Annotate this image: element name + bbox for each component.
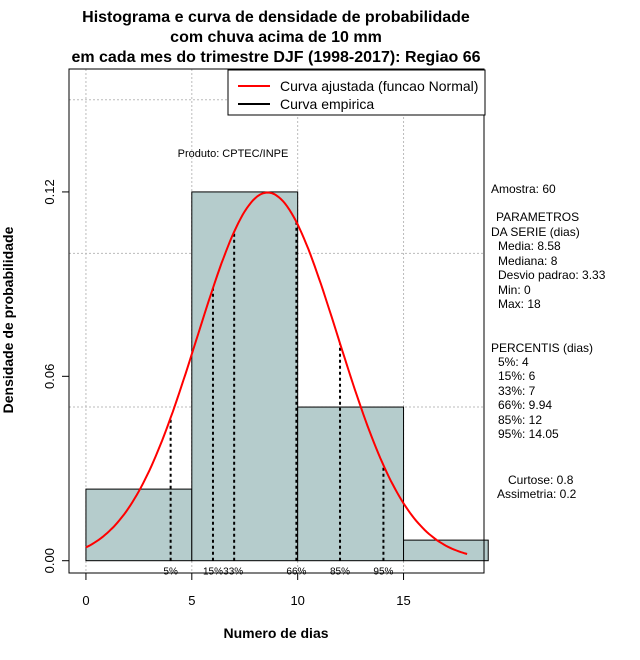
x-tick-label: 0 (82, 593, 89, 608)
stat-max: Max: 18 (498, 297, 541, 311)
normal-curve (85, 191, 468, 555)
histogram-bar (191, 191, 299, 562)
legend: Curva ajustada (funcao Normal) Curva emp… (227, 69, 486, 116)
x-tick-label: 5 (188, 593, 195, 608)
stat-amostra: Amostra: 60 (491, 182, 556, 196)
percentile-lines (169, 221, 385, 561)
stat-p33: 33%: 7 (498, 384, 536, 398)
y-tick-label: 0.06 (42, 364, 57, 389)
stat-assimetria: Assimetria: 0.2 (497, 487, 577, 501)
x-axis-title: Numero de dias (223, 625, 328, 641)
x-axis: 0 5 10 15 (82, 572, 411, 608)
x-tick-label: 10 (290, 593, 304, 608)
stat-p95: 95%: 14.05 (498, 427, 559, 441)
percentile-label: 85% (330, 567, 350, 578)
stat-media: Media: 8.58 (498, 239, 561, 253)
histogram-bar (297, 406, 405, 562)
stat-percentis-header: PERCENTIS (dias) (491, 341, 593, 355)
percentile-label: 15% (203, 567, 223, 578)
y-axis-title: Densidade de probabilidade (0, 226, 16, 413)
stat-param-header-2: DA SERIE (dias) (491, 225, 580, 239)
legend-label-normal: Curva ajustada (funcao Normal) (280, 78, 478, 94)
stat-min: Min: 0 (498, 283, 531, 297)
histogram-bar (403, 539, 489, 562)
stat-p15: 15%: 6 (498, 369, 536, 383)
histogram-bars (85, 191, 489, 562)
percentile-label: 95% (373, 567, 393, 578)
stat-p5: 5%: 4 (498, 355, 529, 369)
stat-p66: 66%: 9.94 (498, 398, 552, 412)
stat-mediana: Mediana: 8 (498, 254, 558, 268)
percentile-labels: 5% 15% 33% 66% 85% 95% (163, 567, 393, 578)
legend-label-empirical: Curva empirica (280, 96, 374, 112)
chart-title-line-3: em cada mes do trimestre DJF (1998-2017)… (71, 49, 480, 66)
product-annotation: Produto: CPTEC/INPE (178, 148, 289, 160)
normal-curve-line (85, 191, 468, 555)
y-tick-label: 0.00 (42, 548, 57, 573)
x-tick-label: 15 (396, 593, 410, 608)
stats-panel: Amostra: 60 PARAMETROS DA SERIE (dias) M… (491, 182, 606, 501)
stat-param-header-1: PARAMETROS (496, 210, 579, 224)
percentile-label: 5% (163, 567, 178, 578)
histogram-bar (85, 488, 193, 562)
legend-box (227, 69, 486, 116)
stat-desvio: Desvio padrao: 3.33 (498, 268, 606, 282)
y-axis: 0.00 0.06 0.12 (42, 179, 70, 573)
chart-title-line-1: Histograma e curva de densidade de proba… (82, 9, 470, 26)
percentile-label: 33% (223, 567, 243, 578)
chart-title-line-2: com chuva acima de 10 mm (170, 29, 382, 46)
stat-p85: 85%: 12 (498, 413, 542, 427)
percentile-label: 66% (286, 567, 306, 578)
y-tick-label: 0.12 (42, 179, 57, 204)
stat-curtose: Curtose: 0.8 (508, 473, 574, 487)
